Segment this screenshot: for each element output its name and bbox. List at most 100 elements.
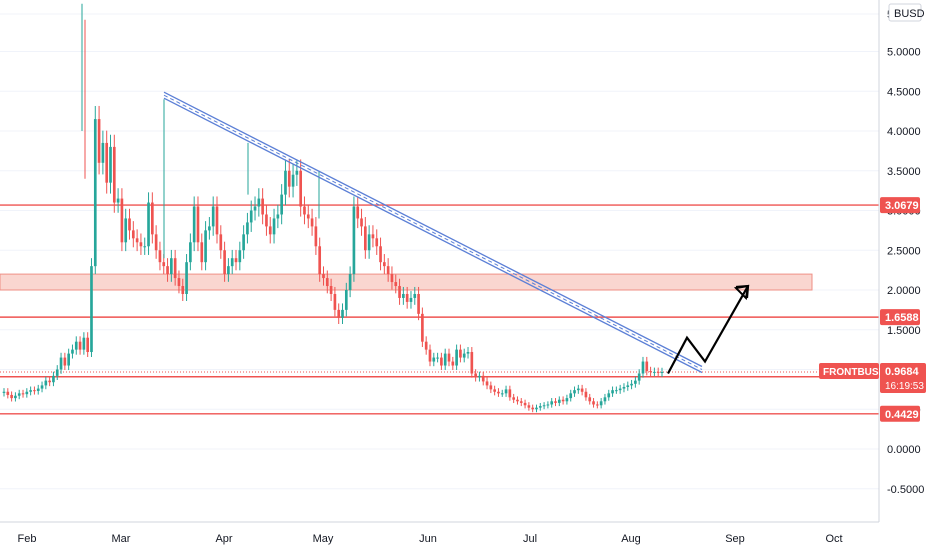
candle-body xyxy=(223,250,226,275)
candle xyxy=(421,307,424,348)
candle xyxy=(139,233,143,255)
candle-body xyxy=(653,371,656,373)
candle xyxy=(535,404,538,413)
candle xyxy=(565,394,569,405)
candle xyxy=(497,388,500,397)
candle xyxy=(375,229,379,255)
candle xyxy=(344,282,348,317)
candle xyxy=(242,225,245,259)
candle xyxy=(531,404,535,413)
candle-body xyxy=(227,266,230,275)
projection-arrow-tip xyxy=(735,284,750,299)
time-tick-label: Sep xyxy=(725,533,745,545)
candle-body xyxy=(615,390,618,392)
price-axis[interactable]: -0.50000.00000.50001.00001.50002.00002.5… xyxy=(878,0,925,522)
candle-body xyxy=(333,293,337,310)
candle-body xyxy=(287,170,291,187)
candle xyxy=(573,386,576,397)
candle-body xyxy=(90,266,93,353)
candle-body xyxy=(527,405,531,408)
countdown-label: 16:19:53 xyxy=(885,381,924,392)
candle-body xyxy=(481,375,485,382)
candle xyxy=(649,366,652,377)
candle-body xyxy=(238,250,242,263)
candle-body xyxy=(363,226,367,251)
candle xyxy=(71,344,74,359)
candle-body xyxy=(341,309,344,318)
candle xyxy=(584,388,588,401)
candle-body xyxy=(455,349,458,366)
candle xyxy=(329,278,333,301)
candle-body xyxy=(645,361,649,372)
candle-body xyxy=(215,206,219,235)
candle-body xyxy=(409,297,413,302)
candle xyxy=(478,371,481,382)
candle xyxy=(428,344,432,367)
candle-body xyxy=(618,388,622,391)
candle xyxy=(128,208,131,240)
descending-channel xyxy=(163,91,703,374)
candle-body xyxy=(379,246,382,263)
support-resistance-zone xyxy=(0,273,813,291)
price-marker-label: 0.4429 xyxy=(885,409,919,421)
candle-body xyxy=(538,406,542,408)
grid xyxy=(0,13,879,490)
candle-body xyxy=(447,353,451,362)
candle-body xyxy=(394,282,398,287)
price-marker-badge xyxy=(880,197,920,214)
candle-body xyxy=(6,391,10,395)
candle-body xyxy=(637,373,641,381)
candle xyxy=(554,398,557,407)
candle xyxy=(170,249,173,282)
candle xyxy=(120,188,124,252)
time-tick-label: Oct xyxy=(825,533,842,545)
candle xyxy=(337,303,341,325)
candle xyxy=(409,291,413,309)
channel-line xyxy=(163,97,703,374)
candle xyxy=(436,352,439,363)
currency-badge[interactable] xyxy=(888,3,922,22)
candle-body xyxy=(371,234,375,239)
candle-body xyxy=(78,341,82,350)
candle-body xyxy=(656,371,660,373)
candle-body xyxy=(634,380,637,384)
candle-body xyxy=(200,242,204,263)
currency-label: BUSD xyxy=(894,8,925,20)
candle xyxy=(219,225,223,259)
price-tick-label: 3.5000 xyxy=(887,166,921,178)
candle-body xyxy=(329,286,333,294)
price-tick-label: 2.0000 xyxy=(887,285,921,297)
candle-body xyxy=(303,206,306,215)
candle xyxy=(413,286,417,305)
candle-body xyxy=(569,393,573,399)
candle-body xyxy=(386,266,390,275)
candle-body xyxy=(135,238,139,243)
candle xyxy=(135,229,139,252)
candle-body xyxy=(192,206,196,243)
price-tick-label: 4.5000 xyxy=(887,86,921,98)
candle xyxy=(284,159,287,206)
candle xyxy=(603,393,607,405)
candle xyxy=(325,270,329,294)
time-tick-label: Jun xyxy=(419,533,437,545)
price-marker-label: 3.0679 xyxy=(885,200,919,212)
candle-body xyxy=(101,142,105,163)
candle xyxy=(253,196,257,221)
candle xyxy=(230,249,234,275)
candle xyxy=(116,188,120,213)
symbol-label: FRONTBUSD xyxy=(823,367,886,378)
candle-body xyxy=(249,210,253,223)
candle xyxy=(234,249,238,271)
time-tick-label: Feb xyxy=(18,533,37,545)
candle xyxy=(447,348,451,367)
candle xyxy=(249,200,253,232)
candle xyxy=(615,386,618,394)
candle xyxy=(246,212,249,244)
candle xyxy=(512,393,515,404)
time-axis[interactable]: Feb Mar Apr May Jun Jul Aug Sep Oct xyxy=(0,521,879,545)
candle-body xyxy=(116,198,120,203)
candle-body xyxy=(48,380,51,383)
candle-body xyxy=(185,262,188,294)
